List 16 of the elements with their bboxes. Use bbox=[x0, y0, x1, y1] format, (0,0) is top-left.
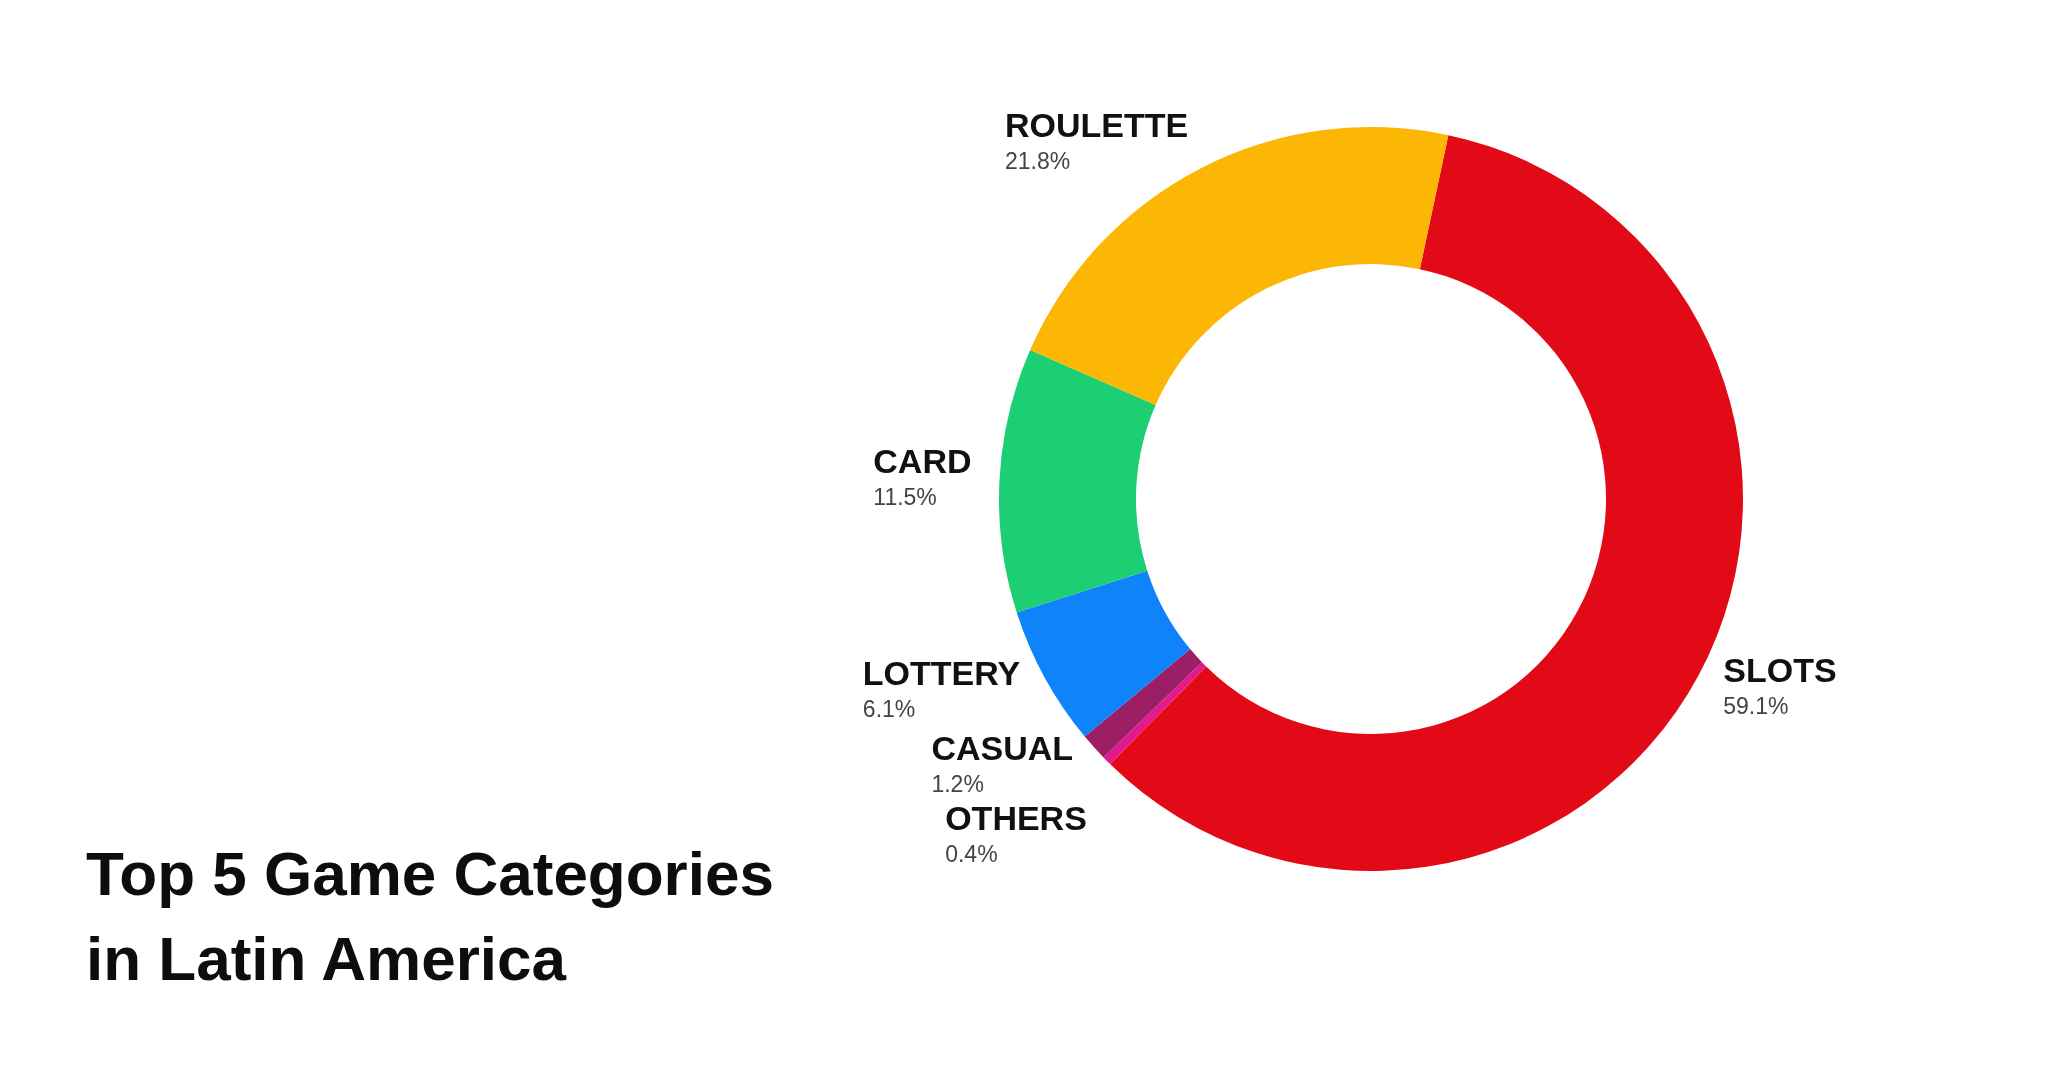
donut-slice bbox=[1084, 649, 1202, 758]
slice-label: LOTTERY bbox=[862, 654, 1021, 693]
slice-label: CASUAL bbox=[931, 728, 1074, 767]
data-label: 0.4% bbox=[945, 840, 998, 867]
slice-label: SLOTS bbox=[1723, 651, 1837, 690]
data-label: 1.2% bbox=[931, 770, 984, 797]
data-label: 11.5% bbox=[873, 483, 937, 510]
slice-label: OTHERS bbox=[945, 798, 1087, 837]
data-label: 59.1% bbox=[1723, 693, 1789, 720]
slice-label: CARD bbox=[873, 441, 972, 480]
donut-slice bbox=[999, 350, 1156, 613]
donut-slice bbox=[1103, 662, 1207, 765]
data-label: 21.8% bbox=[1004, 148, 1071, 175]
data-label: 6.1% bbox=[862, 696, 916, 723]
text: Top 5 Game Categories in Latin America bbox=[86, 839, 774, 993]
slice-label: ROULETTE bbox=[1004, 106, 1189, 145]
